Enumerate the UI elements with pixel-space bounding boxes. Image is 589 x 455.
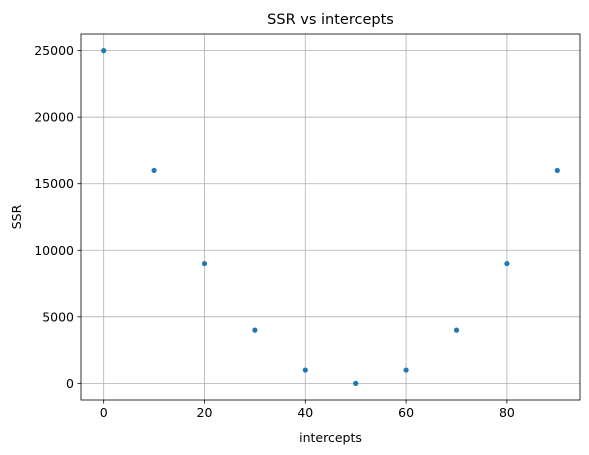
x-tick-label: 60: [398, 405, 414, 420]
data-point: [403, 367, 409, 373]
y-tick-label: 20000: [34, 110, 74, 125]
x-tick-label: 80: [499, 405, 515, 420]
plot-frame: [80, 33, 581, 401]
y-axis-label: SSR: [9, 204, 24, 229]
x-tick-label: 40: [297, 405, 313, 420]
data-point: [101, 48, 107, 54]
y-tick-label: 15000: [34, 176, 74, 191]
y-tick-label: 0: [66, 376, 74, 391]
data-point: [252, 327, 258, 333]
y-tick-label: 10000: [34, 243, 74, 258]
chart-title: SSR vs intercepts: [267, 12, 394, 28]
grid-lines: [81, 34, 580, 400]
data-point: [554, 167, 560, 174]
data-point: [504, 260, 510, 267]
axis-ticks: 0 20 40 60 80 0 5000 10000 15000 20000 25000: [34, 43, 515, 420]
data-point: [151, 167, 157, 174]
data-point: [201, 260, 208, 267]
data-point: [353, 380, 359, 386]
data-points: [101, 48, 560, 386]
y-tick-label: 25000: [34, 43, 74, 58]
y-tick-label: 5000: [42, 309, 74, 324]
x-axis-label: intercepts: [299, 430, 362, 445]
x-tick-label: 0: [100, 405, 108, 420]
x-tick-label: 20: [197, 405, 213, 420]
data-point: [453, 327, 460, 333]
data-point: [302, 367, 308, 373]
